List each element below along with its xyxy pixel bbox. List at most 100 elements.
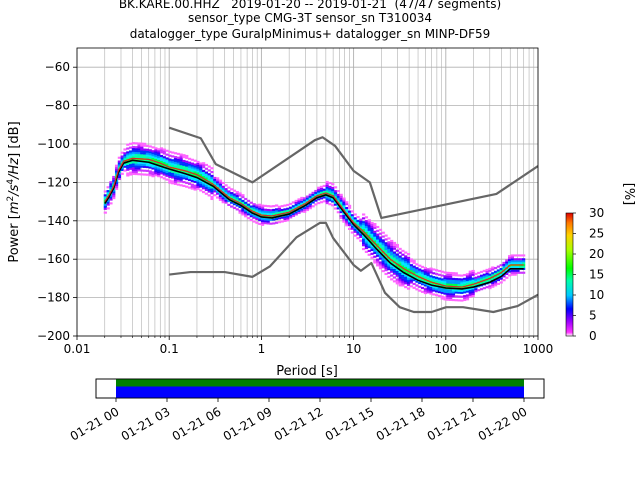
heatmap-cell	[109, 196, 113, 199]
heatmap-cell	[137, 167, 141, 170]
heatmap-cell	[120, 151, 124, 154]
heatmap-cell	[347, 222, 352, 225]
heatmap-cell	[342, 201, 346, 204]
colorbar-tick-label: 25	[589, 227, 604, 241]
heatmap-cell	[291, 205, 296, 208]
heatmap-cell	[263, 210, 267, 213]
heatmap-cell	[244, 203, 248, 206]
heatmap-cell	[373, 249, 377, 253]
heatmap-cell	[390, 268, 394, 271]
y-tick-label: −140	[37, 214, 70, 228]
heatmap-cell	[356, 216, 360, 219]
heatmap-cell	[353, 213, 357, 216]
heatmap-cell	[398, 280, 402, 283]
heatmap-cell	[333, 207, 338, 210]
heatmap-cell	[364, 239, 369, 242]
heatmap-cell	[468, 274, 472, 277]
heatmap-cell	[443, 275, 447, 278]
heatmap-cell	[227, 192, 231, 195]
heatmap-cell	[165, 161, 169, 164]
heatmap-cell	[129, 150, 133, 153]
heatmap-cell	[373, 223, 377, 226]
heatmap-cell	[322, 184, 326, 187]
heatmap-cell	[129, 167, 133, 170]
heatmap-cell	[387, 264, 391, 267]
heatmap-cell	[300, 208, 304, 211]
heatmap-cell	[277, 207, 282, 210]
heatmap-cell	[423, 276, 427, 279]
heatmap-cell	[176, 172, 180, 175]
heatmap-cell	[387, 237, 391, 240]
heatmap-cell	[513, 254, 517, 257]
heatmap-cell	[201, 164, 206, 167]
heatmap-cell	[477, 283, 481, 286]
heatmap-cell	[390, 245, 394, 248]
heatmap-cell	[263, 222, 267, 225]
heatmap-cell	[109, 183, 113, 186]
heatmap-cell	[370, 248, 374, 252]
heatmap-cell	[187, 176, 192, 180]
heatmap-cell	[190, 174, 194, 177]
heatmap-cell	[134, 171, 138, 174]
heatmap-cell	[185, 166, 189, 169]
heatmap-cell	[117, 164, 121, 167]
heatmap-cell	[449, 291, 453, 294]
heatmap-cell	[463, 289, 467, 292]
heatmap-cell	[244, 197, 248, 201]
heatmap-cell	[339, 203, 343, 206]
heatmap-cell	[263, 208, 267, 211]
heatmap-cell	[112, 175, 116, 179]
heatmap-cell	[409, 266, 413, 269]
heatmap-cell	[333, 192, 338, 195]
heatmap-cell	[114, 185, 119, 188]
heatmap-cell	[207, 184, 211, 187]
heatmap-cell	[415, 276, 419, 279]
heatmap-cell	[179, 161, 183, 164]
heatmap-cell	[378, 265, 383, 268]
heatmap-cell	[395, 259, 399, 262]
heatmap-cell	[182, 163, 186, 166]
heatmap-cell	[446, 279, 450, 282]
heatmap-cell	[193, 180, 197, 183]
heatmap-cell	[451, 289, 456, 292]
heatmap-cell	[103, 198, 107, 201]
heatmap-cell	[277, 221, 282, 224]
heatmap-cell	[294, 201, 298, 204]
heatmap-cell	[171, 164, 175, 168]
heatmap-cell	[345, 218, 349, 221]
heatmap-cell	[129, 171, 133, 174]
heatmap-cell	[406, 287, 411, 290]
heatmap-cell	[339, 214, 343, 218]
heatmap-cell	[246, 217, 251, 220]
heatmap-cell	[274, 208, 279, 211]
heatmap-cell	[196, 162, 200, 165]
heatmap-cell	[207, 186, 211, 189]
heatmap-cell	[120, 159, 124, 162]
heatmap-cell	[103, 194, 107, 197]
heatmap-cell	[173, 179, 178, 182]
heatmap-cell	[398, 272, 402, 275]
ylabel-unit-m: m	[7, 201, 22, 214]
heatmap-cell	[364, 250, 369, 253]
heatmap-cell	[401, 257, 405, 260]
heatmap-cell	[345, 206, 349, 210]
heatmap-cell	[328, 197, 332, 200]
heatmap-cell	[353, 230, 357, 233]
heatmap-cell	[173, 152, 178, 155]
heatmap-cell	[131, 172, 136, 175]
heatmap-cell	[162, 173, 166, 176]
heatmap-cell	[173, 157, 178, 161]
heatmap-cell	[176, 160, 180, 163]
heatmap-cell	[187, 157, 192, 160]
heatmap-cell	[502, 279, 506, 282]
heatmap-cell	[493, 272, 498, 275]
heatmap-cell	[404, 259, 408, 262]
heatmap-cell	[429, 279, 433, 282]
heatmap-cell	[510, 262, 515, 265]
heatmap-cell	[426, 291, 430, 294]
heatmap-cell	[347, 220, 352, 223]
heatmap-cell	[168, 171, 172, 175]
heatmap-cell	[420, 283, 425, 286]
heatmap-cell	[347, 210, 352, 213]
